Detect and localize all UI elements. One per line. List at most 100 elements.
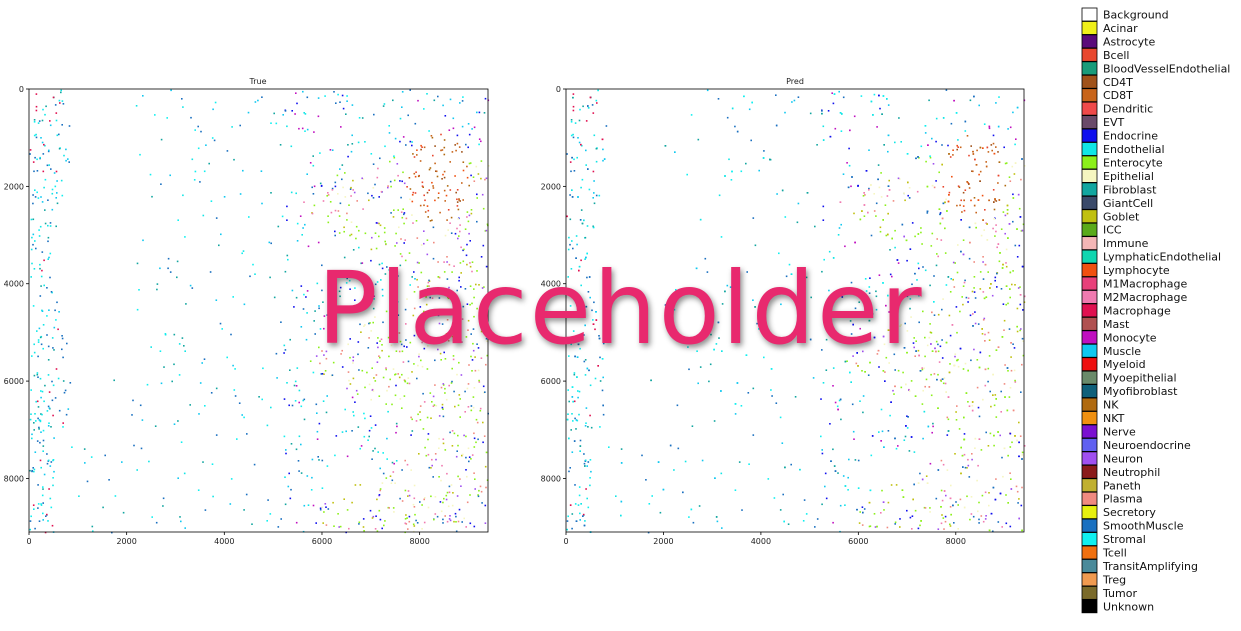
cell-point bbox=[571, 386, 574, 388]
cell-point bbox=[193, 179, 196, 181]
cell-point bbox=[33, 468, 36, 471]
cell-point bbox=[886, 98, 888, 100]
cell-point bbox=[455, 530, 458, 533]
cell-point bbox=[370, 259, 372, 262]
cell-point bbox=[449, 161, 451, 163]
cell-point bbox=[669, 444, 672, 447]
cell-point bbox=[957, 146, 959, 148]
cell-point bbox=[357, 341, 360, 343]
cell-point bbox=[318, 307, 320, 310]
cell-point bbox=[252, 263, 254, 266]
cell-point bbox=[406, 298, 408, 300]
cell-point bbox=[469, 522, 472, 525]
legend-swatch bbox=[1081, 572, 1098, 587]
cell-point bbox=[189, 284, 192, 287]
cell-point bbox=[478, 379, 480, 382]
cell-point bbox=[1015, 138, 1017, 140]
cell-point bbox=[293, 306, 295, 308]
cell-point bbox=[326, 465, 329, 467]
cell-point bbox=[368, 337, 370, 339]
cell-point bbox=[959, 498, 962, 501]
cell-point bbox=[1014, 284, 1016, 286]
cell-point bbox=[449, 519, 452, 522]
cell-point bbox=[379, 518, 382, 521]
cell-point bbox=[40, 396, 42, 399]
cell-point bbox=[335, 102, 337, 104]
cell-point bbox=[473, 126, 476, 129]
cell-point bbox=[821, 452, 824, 455]
cell-point bbox=[323, 511, 325, 513]
cell-point bbox=[862, 314, 865, 316]
cell-point bbox=[230, 333, 232, 336]
cell-point bbox=[36, 372, 39, 374]
cell-point bbox=[270, 192, 272, 194]
cell-point bbox=[46, 453, 48, 455]
cell-point bbox=[455, 515, 457, 518]
cell-point bbox=[182, 106, 184, 108]
cell-point bbox=[578, 269, 580, 272]
cell-point bbox=[925, 160, 927, 163]
cell-point bbox=[427, 438, 429, 441]
cell-point bbox=[358, 523, 360, 525]
cell-point bbox=[462, 199, 464, 201]
cell-point bbox=[378, 196, 380, 198]
cell-point bbox=[261, 398, 263, 401]
cell-point bbox=[1020, 178, 1022, 181]
cell-point bbox=[816, 144, 818, 146]
cell-point bbox=[1008, 223, 1011, 225]
cell-point bbox=[673, 469, 675, 471]
cell-point bbox=[332, 286, 334, 288]
cell-point bbox=[847, 186, 850, 189]
cell-point bbox=[993, 404, 996, 407]
cell-point bbox=[385, 403, 387, 405]
cell-point bbox=[469, 162, 472, 164]
cell-point bbox=[430, 135, 433, 137]
cell-point bbox=[571, 189, 573, 191]
cell-point bbox=[409, 188, 412, 190]
cell-point bbox=[440, 149, 442, 152]
cell-point bbox=[298, 127, 300, 130]
cell-point bbox=[34, 413, 36, 415]
cell-point bbox=[386, 266, 388, 268]
cell-point bbox=[56, 202, 59, 205]
cell-point bbox=[377, 337, 379, 339]
y-tick-label: 2000 bbox=[4, 182, 24, 191]
cell-point bbox=[1016, 325, 1018, 328]
cell-point bbox=[871, 313, 874, 315]
cell-point bbox=[204, 509, 207, 511]
cell-point bbox=[440, 386, 443, 389]
cell-point bbox=[833, 465, 836, 467]
cell-point bbox=[226, 356, 228, 359]
cell-point bbox=[58, 147, 61, 150]
cell-point bbox=[1009, 446, 1012, 448]
cell-point bbox=[481, 287, 484, 289]
cell-point bbox=[932, 163, 935, 165]
cell-point bbox=[891, 237, 893, 240]
cell-point bbox=[989, 432, 992, 435]
cell-point bbox=[43, 186, 45, 189]
cell-point bbox=[419, 306, 422, 308]
cell-point bbox=[392, 336, 394, 339]
cell-point bbox=[431, 136, 434, 139]
cell-point bbox=[954, 355, 956, 358]
legend-swatch bbox=[1081, 142, 1098, 156]
cell-point bbox=[911, 283, 913, 286]
cell-point bbox=[433, 241, 435, 244]
cell-point bbox=[964, 130, 967, 132]
cell-point bbox=[984, 368, 987, 371]
cell-point bbox=[974, 447, 976, 449]
cell-point bbox=[421, 185, 424, 187]
cell-point bbox=[1018, 498, 1020, 500]
cell-point bbox=[978, 438, 981, 440]
cell-point bbox=[981, 494, 984, 497]
legend-label: Astrocyte bbox=[1103, 35, 1155, 48]
cell-point bbox=[46, 410, 49, 412]
cell-point bbox=[844, 504, 846, 506]
cell-point bbox=[466, 211, 469, 213]
cell-point bbox=[906, 259, 908, 262]
cell-point bbox=[326, 395, 328, 397]
cell-point bbox=[937, 407, 939, 409]
cell-point bbox=[854, 459, 857, 461]
cell-point bbox=[572, 105, 575, 108]
cell-point bbox=[464, 411, 466, 413]
